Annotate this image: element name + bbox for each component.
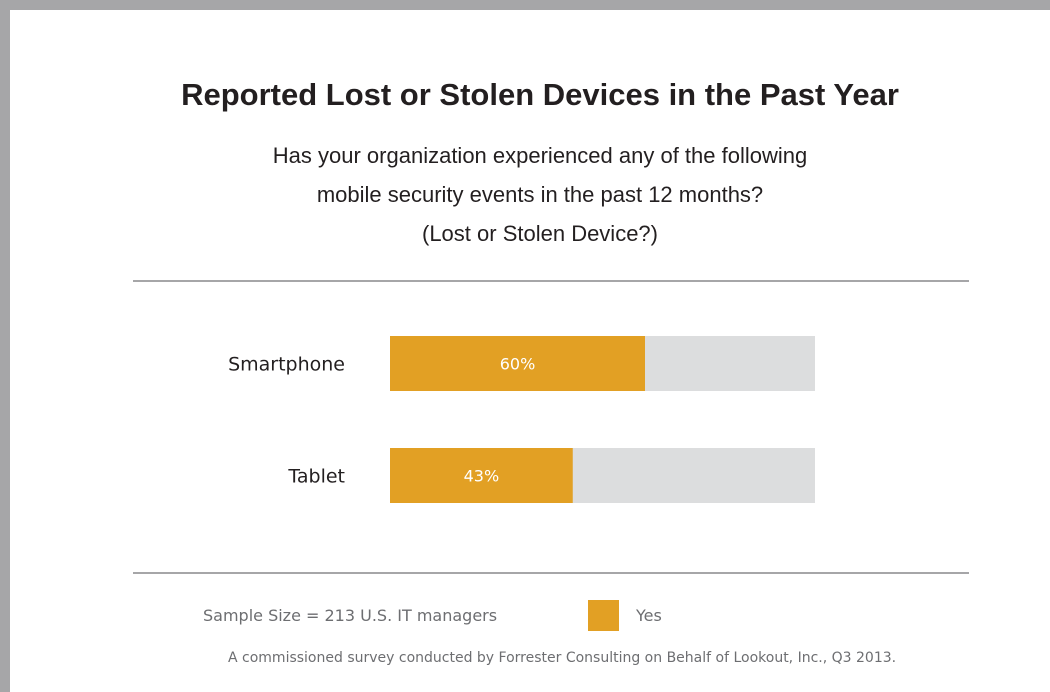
chart-subtitle-line-1: Has your organization experienced any of… — [272, 143, 808, 168]
legend-label-yes: Yes — [636, 606, 662, 625]
bar-yes-tablet — [390, 448, 573, 503]
legend-swatch-yes — [588, 600, 619, 631]
divider-bottom — [133, 572, 969, 574]
category-label-smartphone: Smartphone — [228, 354, 345, 376]
divider-top — [133, 280, 969, 282]
data-label-tablet: 43% — [464, 467, 500, 486]
sample-size-note: Sample Size = 213 U.S. IT managers — [203, 606, 498, 625]
chart-title: Reported Lost or Stolen Devices in the P… — [181, 77, 899, 112]
data-label-smartphone: 60% — [500, 355, 536, 374]
chart-subtitle-line-3: (Lost or Stolen Device?) — [422, 221, 658, 246]
bar-yes-smartphone — [390, 336, 645, 391]
source-note: A commissioned survey conducted by Forre… — [228, 650, 897, 666]
category-label-tablet: Tablet — [287, 466, 345, 488]
chart-subtitle-line-2: mobile security events in the past 12 mo… — [316, 182, 764, 207]
